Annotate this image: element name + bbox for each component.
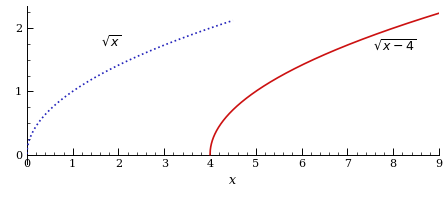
Text: $\sqrt{x-4}$: $\sqrt{x-4}$ [373, 38, 417, 53]
Text: $\sqrt{x}$: $\sqrt{x}$ [101, 34, 122, 50]
X-axis label: x: x [229, 174, 237, 187]
